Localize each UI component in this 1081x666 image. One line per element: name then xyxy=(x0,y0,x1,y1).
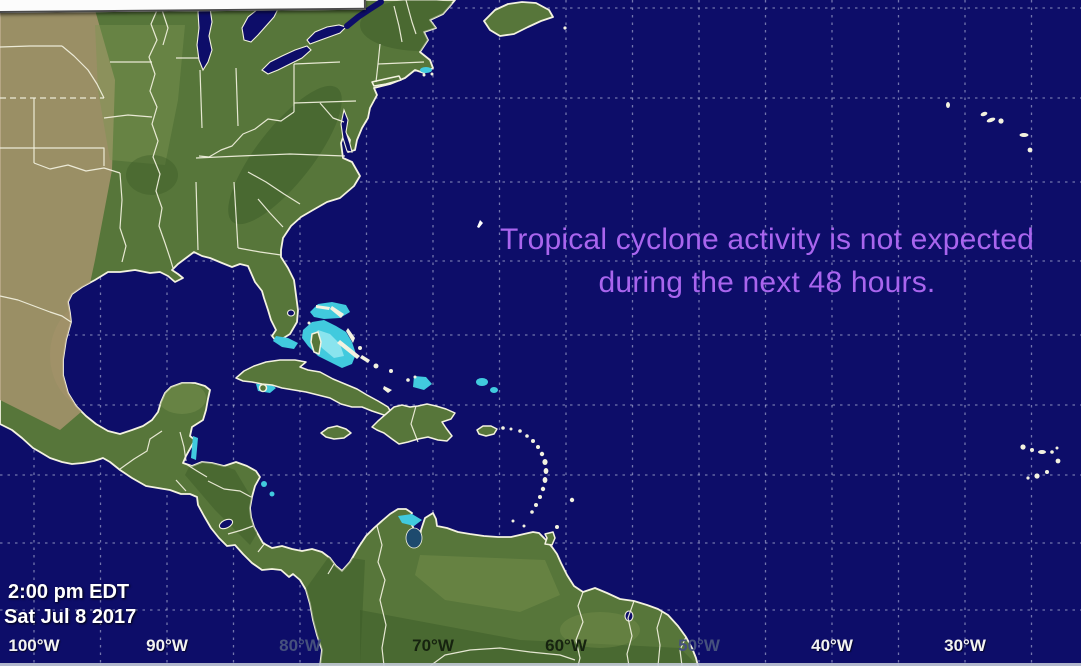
us-mexico-border xyxy=(0,295,72,323)
issuance-time: 2:00 pm EDT xyxy=(8,581,130,603)
long-island xyxy=(371,75,402,87)
americas-landmass xyxy=(0,0,699,666)
chesapeake-bay xyxy=(340,108,353,153)
cape-verde-islands xyxy=(1020,444,1061,480)
lon-label-90w: 90°W xyxy=(146,636,188,655)
haiti-dr-border xyxy=(410,405,419,443)
lon-label-40w: 40°W xyxy=(811,636,853,655)
outlook-annotation: Tropical cyclone activity is not expecte… xyxy=(452,218,1081,304)
colombia-venezuela-border xyxy=(376,525,387,666)
isle-of-youth xyxy=(258,383,268,393)
issuance-timestamp: 2:00 pm EDT Sat Jul 8 2017 xyxy=(4,580,136,630)
silver-bank xyxy=(476,378,488,386)
cape-cod-shoals xyxy=(420,67,432,73)
nova-scotia xyxy=(483,1,554,37)
lon-label-50w: 50°W xyxy=(678,636,720,655)
lake-maracaibo xyxy=(405,527,423,549)
st-lawrence-river xyxy=(344,0,384,29)
trinidad xyxy=(544,531,556,546)
lake-ontario xyxy=(306,24,348,45)
tobago xyxy=(555,525,559,529)
lon-label-30w: 30°W xyxy=(944,636,986,655)
lon-label-70w: 70°W xyxy=(412,636,454,655)
lake-okeechobee xyxy=(286,309,296,317)
caicos-bank xyxy=(413,376,432,390)
barbados xyxy=(569,497,575,503)
image-bottom-edge xyxy=(0,663,1081,666)
great-lakes xyxy=(196,0,634,622)
lake-erie xyxy=(261,45,312,75)
andros-island xyxy=(310,331,322,355)
lake-michigan xyxy=(196,0,213,72)
belize-reef xyxy=(191,436,198,460)
issuance-date: Sat Jul 8 2017 xyxy=(4,606,137,628)
caribbean-islands xyxy=(235,359,559,546)
azores-islands xyxy=(946,102,1033,153)
political-borders xyxy=(0,0,687,666)
lon-label-60w: 60°W xyxy=(545,636,587,655)
lon-label-100w: 100°W xyxy=(8,636,60,655)
cursor-artifact xyxy=(477,220,483,228)
gulf-of-venezuela-shelf xyxy=(398,514,422,526)
sable-island xyxy=(563,26,567,30)
hispaniola xyxy=(371,403,456,445)
florida-bay-keys xyxy=(273,336,298,349)
lake-nicaragua xyxy=(218,518,234,530)
island-chains xyxy=(307,26,575,528)
puerto-rico xyxy=(476,425,498,437)
outlook-annotation-line2: during the next 48 hours. xyxy=(598,266,936,299)
jamaica xyxy=(320,425,352,440)
outlook-annotation-line1: Tropical cyclone activity is not expecte… xyxy=(500,223,1034,256)
lon-label-80w: 80°W xyxy=(279,636,321,655)
